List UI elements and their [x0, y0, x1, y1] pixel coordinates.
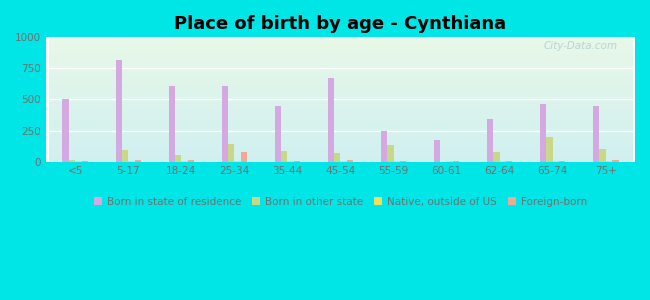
Bar — [453, 161, 460, 162]
Bar — [552, 161, 559, 162]
Bar — [222, 86, 228, 162]
Title: Place of birth by age - Cynthiana: Place of birth by age - Cynthiana — [174, 15, 506, 33]
Bar — [81, 160, 88, 162]
Bar — [287, 161, 294, 162]
Bar — [593, 106, 599, 162]
Bar — [547, 137, 552, 162]
Bar — [116, 60, 122, 162]
Bar — [500, 161, 506, 162]
Bar — [506, 160, 512, 162]
Bar — [62, 100, 69, 162]
Bar — [294, 160, 300, 162]
Bar — [434, 140, 440, 162]
Bar — [168, 86, 175, 162]
Bar — [393, 161, 400, 162]
Bar — [559, 160, 566, 162]
Bar — [493, 152, 500, 162]
Bar — [75, 161, 81, 162]
Bar — [328, 78, 334, 162]
Bar — [122, 150, 128, 162]
Bar — [400, 161, 406, 162]
Bar — [612, 160, 619, 162]
Bar — [447, 161, 453, 162]
Bar — [175, 155, 181, 162]
Bar — [135, 160, 141, 162]
Bar — [128, 161, 135, 162]
Bar — [188, 160, 194, 162]
Bar — [275, 106, 281, 162]
Bar — [240, 152, 247, 162]
Bar — [228, 144, 235, 162]
Bar — [334, 153, 341, 162]
Bar — [606, 161, 612, 162]
Bar — [341, 161, 347, 162]
Bar — [281, 151, 287, 162]
Bar — [235, 161, 240, 162]
Bar — [487, 119, 493, 162]
Bar — [69, 160, 75, 162]
Bar — [381, 131, 387, 162]
Bar — [347, 160, 353, 162]
Bar — [387, 146, 393, 162]
Text: City-Data.com: City-Data.com — [543, 41, 618, 51]
Bar — [540, 104, 547, 162]
Legend: Born in state of residence, Born in other state, Native, outside of US, Foreign-: Born in state of residence, Born in othe… — [89, 193, 592, 211]
Bar — [181, 161, 188, 162]
Bar — [599, 149, 606, 162]
